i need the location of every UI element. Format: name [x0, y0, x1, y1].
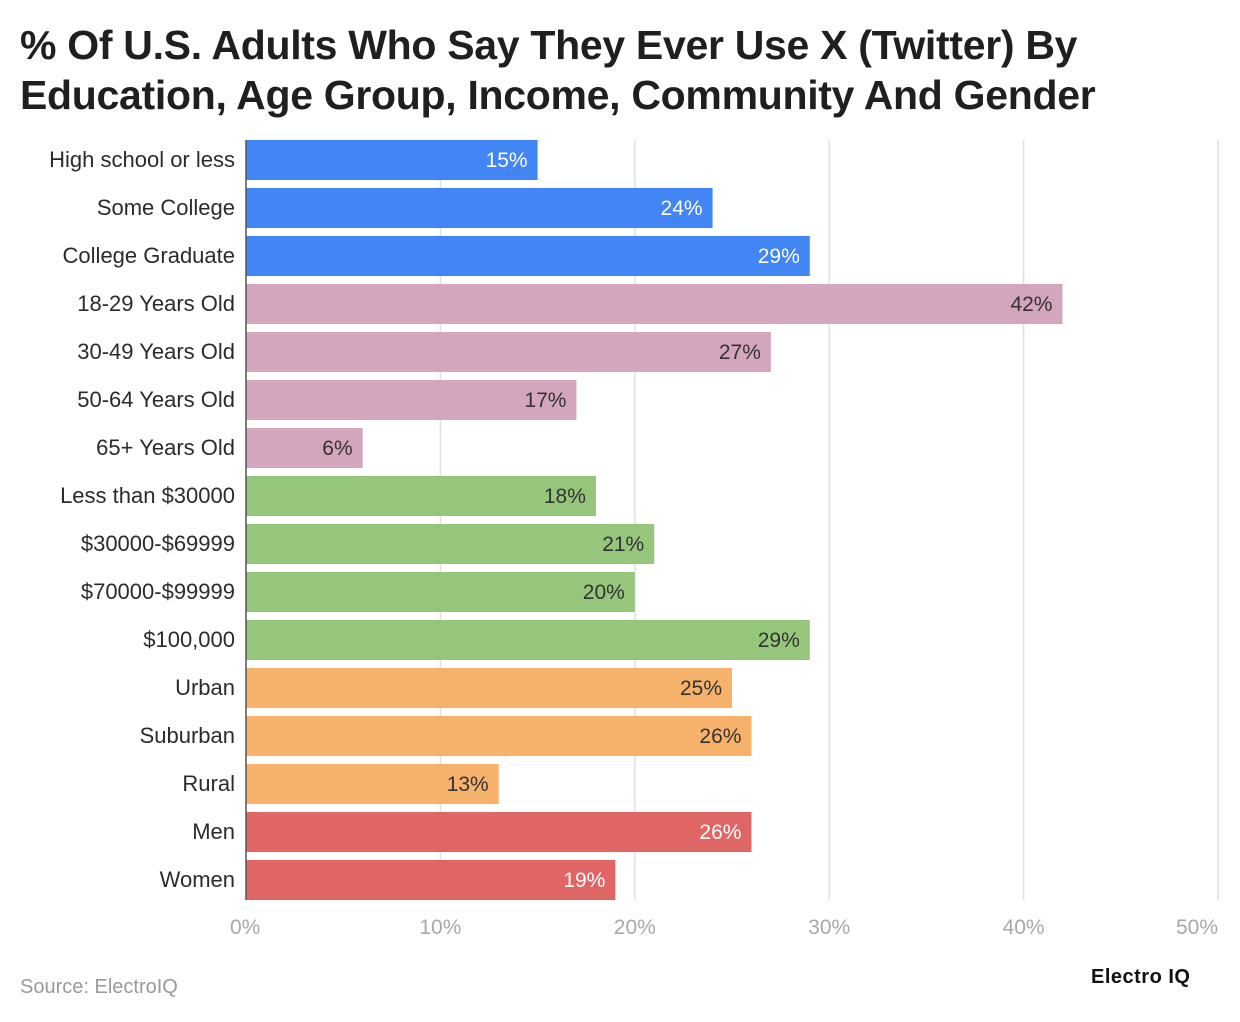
- value-label-6: 6%: [322, 437, 352, 460]
- category-label-10: $100,000: [143, 627, 235, 652]
- chart-title: % Of U.S. Adults Who Say They Ever Use X…: [20, 20, 1220, 120]
- value-label-3: 42%: [1010, 293, 1052, 316]
- x-tick-label-5: 50%: [1176, 916, 1218, 939]
- value-label-13: 13%: [447, 773, 489, 796]
- x-tick-label-4: 40%: [1003, 916, 1045, 939]
- value-label-10: 29%: [758, 629, 800, 652]
- bar-5: [246, 380, 577, 420]
- source-note: Source: ElectroIQ: [20, 976, 178, 998]
- bar-0: [246, 140, 538, 180]
- bar-9: [246, 572, 635, 612]
- category-label-9: $70000-$99999: [81, 579, 235, 604]
- bar-4: [246, 332, 771, 372]
- category-label-6: 65+ Years Old: [96, 435, 235, 460]
- value-label-1: 24%: [661, 197, 703, 220]
- x-tick-label-0: 0%: [230, 916, 260, 939]
- bar-15: [246, 860, 616, 900]
- bar-6: [246, 428, 363, 468]
- value-label-15: 19%: [563, 869, 605, 892]
- category-label-15: Women: [160, 867, 235, 892]
- value-label-5: 17%: [524, 389, 566, 412]
- category-label-2: College Graduate: [63, 243, 235, 268]
- bar-1: [246, 188, 713, 228]
- bar-7: [246, 476, 596, 516]
- bar-10: [246, 620, 810, 660]
- category-label-8: $30000-$69999: [81, 531, 235, 556]
- x-tick-label-1: 10%: [419, 916, 461, 939]
- x-tick-label-2: 20%: [614, 916, 656, 939]
- bar-2: [246, 236, 810, 276]
- value-label-7: 18%: [544, 485, 586, 508]
- category-label-0: High school or less: [49, 147, 235, 172]
- chart-title-line-1: % Of U.S. Adults Who Say They Ever Use X…: [20, 22, 1078, 68]
- category-label-7: Less than $30000: [60, 483, 235, 508]
- bar-12: [246, 716, 752, 756]
- bar-14: [246, 812, 752, 852]
- value-label-8: 21%: [602, 533, 644, 556]
- category-label-14: Men: [192, 819, 235, 844]
- value-label-11: 25%: [680, 677, 722, 700]
- category-label-13: Rural: [182, 771, 235, 796]
- value-label-9: 20%: [583, 581, 625, 604]
- bar-3: [246, 284, 1063, 324]
- category-label-4: 30-49 Years Old: [77, 339, 235, 364]
- bar-8: [246, 524, 655, 564]
- value-label-4: 27%: [719, 341, 761, 364]
- chart-title-line-2: Education, Age Group, Income, Community …: [20, 72, 1096, 118]
- bar-11: [246, 668, 732, 708]
- category-label-12: Suburban: [140, 723, 235, 748]
- category-label-5: 50-64 Years Old: [77, 387, 235, 412]
- value-label-12: 26%: [699, 725, 741, 748]
- category-label-3: 18-29 Years Old: [77, 291, 235, 316]
- bar-13: [246, 764, 499, 804]
- value-label-14: 26%: [699, 821, 741, 844]
- category-label-1: Some College: [97, 195, 235, 220]
- x-tick-label-3: 30%: [808, 916, 850, 939]
- value-label-2: 29%: [758, 245, 800, 268]
- brand-logo: Electro IQ: [1091, 966, 1191, 988]
- category-label-11: Urban: [175, 675, 235, 700]
- value-label-0: 15%: [486, 149, 528, 172]
